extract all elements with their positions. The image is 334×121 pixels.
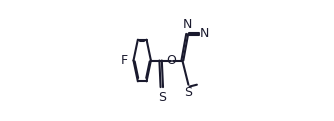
Text: S: S bbox=[158, 91, 166, 104]
Text: N: N bbox=[199, 27, 209, 40]
Text: S: S bbox=[184, 86, 192, 99]
Text: F: F bbox=[120, 54, 128, 67]
Text: N: N bbox=[182, 19, 192, 31]
Text: O: O bbox=[167, 54, 176, 67]
